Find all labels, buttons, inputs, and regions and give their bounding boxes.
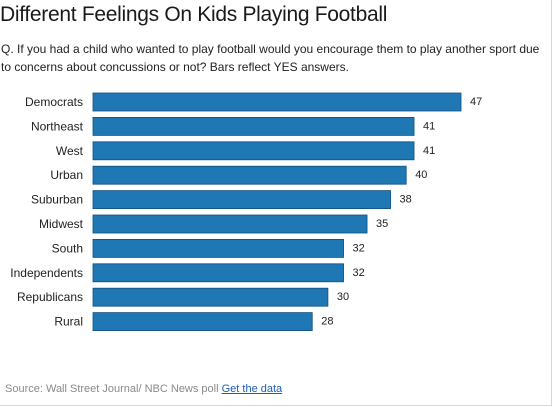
category-label: Midwest <box>39 217 84 231</box>
bar <box>92 263 344 283</box>
bar <box>92 141 415 161</box>
value-label: 32 <box>353 242 365 254</box>
category-label: Suburban <box>31 193 83 207</box>
category-label: South <box>52 241 83 255</box>
value-label: 38 <box>400 194 412 206</box>
bar <box>92 165 407 185</box>
value-label: 35 <box>376 218 388 230</box>
value-label: 47 <box>470 96 482 108</box>
source-text: Source: Wall Street Journal/ NBC News po… <box>5 383 222 395</box>
bar <box>92 214 368 234</box>
value-label: 41 <box>423 145 435 157</box>
bar <box>92 117 415 136</box>
category-label: Northeast <box>31 119 84 133</box>
value-label: 41 <box>423 120 435 132</box>
category-label: Rural <box>54 315 83 329</box>
category-label: West <box>56 144 84 158</box>
value-label: 40 <box>415 169 427 181</box>
chart-subtitle: Q. If you had a child who wanted to play… <box>1 42 540 74</box>
value-label: 30 <box>337 291 349 303</box>
chart-title: Different Feelings On Kids Playing Footb… <box>0 3 388 26</box>
category-label: Independents <box>10 266 83 280</box>
bar <box>92 287 329 307</box>
bar-chart: Democrats 47 Northeast 41 West 41 Urban 40 Subur… <box>10 92 482 332</box>
bar <box>92 238 344 258</box>
category-label: Urban <box>50 168 83 182</box>
category-label: Democrats <box>25 95 83 109</box>
category-label: Republicans <box>17 290 83 304</box>
source-line: Source: Wall Street Journal/ NBC News po… <box>5 383 282 395</box>
bar <box>92 190 391 209</box>
bar <box>92 312 313 332</box>
bar <box>92 92 462 112</box>
get-the-data-link[interactable]: Get the data <box>221 383 283 395</box>
value-label: 28 <box>321 316 333 328</box>
value-label: 32 <box>353 267 365 279</box>
